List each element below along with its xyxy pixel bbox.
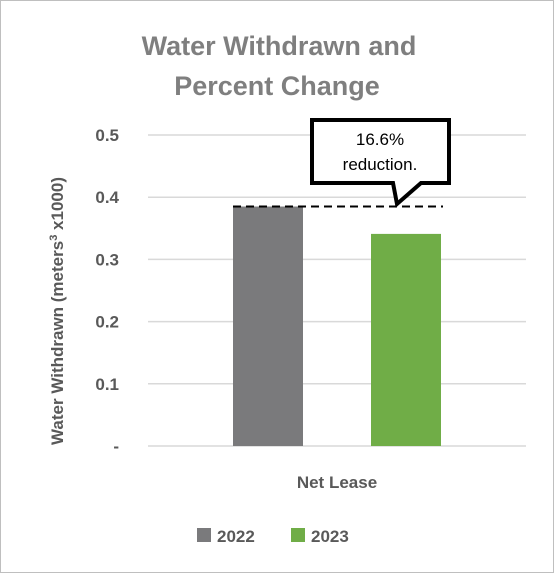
legend-label-2023: 2023 <box>311 527 349 546</box>
y-axis-label-main: Water Withdrawn (meters <box>48 241 67 445</box>
category-label: Net Lease <box>297 473 377 492</box>
bar-2022 <box>233 206 303 446</box>
chart-title-line-2: Percent Change <box>174 71 380 101</box>
y-axis-label: Water Withdrawn (meters3 x1000) <box>48 177 67 445</box>
legend: 2022 2023 <box>197 527 349 546</box>
legend-swatch-2022 <box>197 528 211 542</box>
callout-text-line-2: reduction. <box>343 155 418 174</box>
callout-box <box>310 118 451 208</box>
y-tick-label: 0.1 <box>95 375 119 394</box>
y-tick-label: 0.4 <box>95 188 119 207</box>
y-tick-labels: - 0.1 0.2 0.3 0.4 0.5 <box>95 126 119 456</box>
y-tick-label: 0.5 <box>95 126 119 145</box>
callout-text-line-1: 16.6% <box>356 130 404 149</box>
y-tick-label: - <box>113 437 119 456</box>
bar-2023 <box>371 233 441 446</box>
gridlines <box>148 134 526 447</box>
legend-swatch-2023 <box>291 528 305 542</box>
y-tick-label: 0.3 <box>95 250 119 269</box>
y-axis-label-sup: 3 <box>48 235 60 241</box>
chart-title-line-1: Water Withdrawn and <box>142 31 417 61</box>
legend-label-2022: 2022 <box>217 527 255 546</box>
bars <box>233 206 441 446</box>
y-tick-label: 0.2 <box>95 313 119 332</box>
callout: 16.6% reduction. <box>310 118 451 208</box>
y-axis-label-tail: x1000) <box>48 177 67 235</box>
